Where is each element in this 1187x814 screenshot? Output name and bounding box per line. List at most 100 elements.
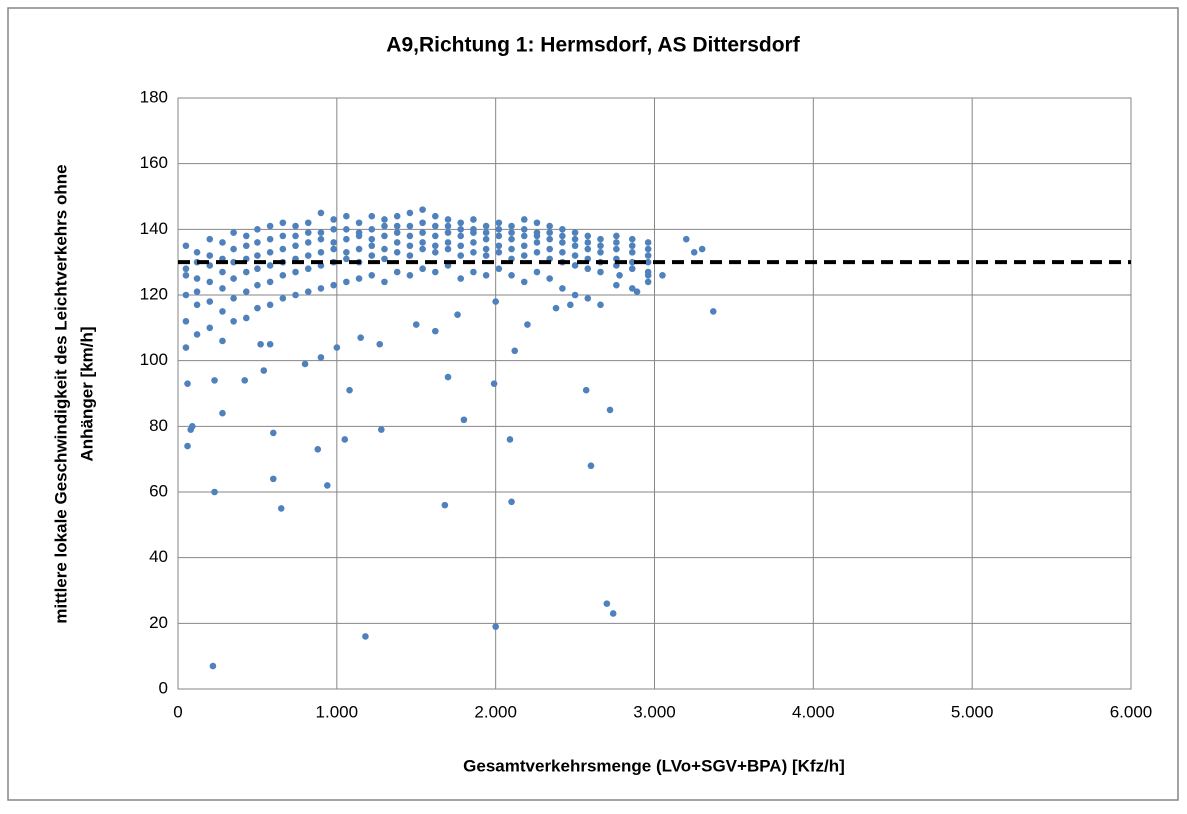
point xyxy=(381,232,388,240)
point xyxy=(301,360,309,368)
point xyxy=(279,272,287,279)
point xyxy=(533,249,541,256)
point xyxy=(184,442,191,450)
point xyxy=(219,409,226,417)
point xyxy=(317,285,325,292)
point xyxy=(613,232,620,240)
point xyxy=(644,239,652,246)
point xyxy=(343,249,350,256)
point xyxy=(279,245,287,253)
point xyxy=(495,249,503,256)
point xyxy=(241,377,249,384)
point xyxy=(362,633,369,640)
point xyxy=(304,288,312,296)
point xyxy=(644,252,652,259)
point xyxy=(270,429,277,437)
point xyxy=(381,278,388,286)
point xyxy=(470,216,477,223)
point xyxy=(457,226,465,233)
point xyxy=(292,291,299,299)
point xyxy=(482,245,490,253)
point xyxy=(343,226,350,233)
point xyxy=(393,229,401,236)
point xyxy=(182,272,190,279)
point xyxy=(254,265,261,273)
point xyxy=(230,245,237,253)
y-tick-label: 60 xyxy=(149,481,168,500)
point xyxy=(597,301,604,309)
point xyxy=(559,239,566,246)
point xyxy=(603,600,611,607)
point xyxy=(406,209,414,217)
point xyxy=(182,317,190,325)
point xyxy=(432,242,439,250)
point xyxy=(628,265,636,273)
point xyxy=(546,245,553,253)
point xyxy=(571,252,579,259)
point xyxy=(314,446,322,453)
point xyxy=(193,249,201,256)
point xyxy=(628,249,636,256)
point xyxy=(682,235,690,243)
point xyxy=(341,436,349,443)
point xyxy=(193,331,201,338)
point xyxy=(567,301,574,309)
point xyxy=(444,229,452,236)
point xyxy=(376,340,384,348)
point xyxy=(279,232,287,240)
point xyxy=(292,222,299,230)
y-tick-label: 140 xyxy=(140,219,168,238)
point xyxy=(330,226,337,233)
point xyxy=(571,235,579,243)
point xyxy=(346,386,353,394)
point xyxy=(381,216,388,223)
point xyxy=(628,285,636,292)
x-axis-label: Gesamtverkehrsmenge (LVo+SGV+BPA) [Kfz/h… xyxy=(463,756,845,775)
point xyxy=(492,298,499,305)
chart-title: A9,Richtung 1: Hermsdorf, AS Dittersdorf xyxy=(386,34,800,57)
point xyxy=(324,482,331,489)
point xyxy=(368,242,376,250)
point xyxy=(304,219,312,227)
point xyxy=(495,226,503,233)
point xyxy=(254,239,261,246)
point xyxy=(444,245,452,253)
point xyxy=(343,255,350,263)
point xyxy=(330,281,337,289)
point xyxy=(184,380,191,387)
point xyxy=(520,278,528,286)
point xyxy=(193,301,201,309)
point xyxy=(304,239,312,246)
point xyxy=(432,327,439,335)
point xyxy=(495,232,503,240)
point xyxy=(457,232,465,240)
point xyxy=(613,281,620,289)
point xyxy=(357,334,364,341)
point xyxy=(266,301,274,309)
point xyxy=(193,275,201,282)
point xyxy=(206,235,214,243)
point xyxy=(533,219,541,227)
point xyxy=(206,324,214,332)
point xyxy=(644,278,652,286)
point xyxy=(368,212,376,220)
point xyxy=(368,272,376,279)
point xyxy=(317,354,325,361)
point xyxy=(381,255,388,263)
point xyxy=(270,475,277,483)
point xyxy=(419,219,426,227)
point xyxy=(546,235,553,243)
point xyxy=(546,275,553,282)
y-tick-label: 120 xyxy=(140,284,168,303)
point xyxy=(219,308,226,315)
x-tick-label: 5.000 xyxy=(951,702,994,721)
point xyxy=(432,212,439,220)
point xyxy=(613,245,620,253)
point xyxy=(628,258,636,266)
point xyxy=(441,501,449,509)
y-axis-label: mittlere lokale Geschwindigkeit des Leic… xyxy=(51,164,70,623)
point xyxy=(457,252,465,259)
point xyxy=(406,242,414,250)
point xyxy=(230,317,237,325)
point xyxy=(188,423,196,430)
